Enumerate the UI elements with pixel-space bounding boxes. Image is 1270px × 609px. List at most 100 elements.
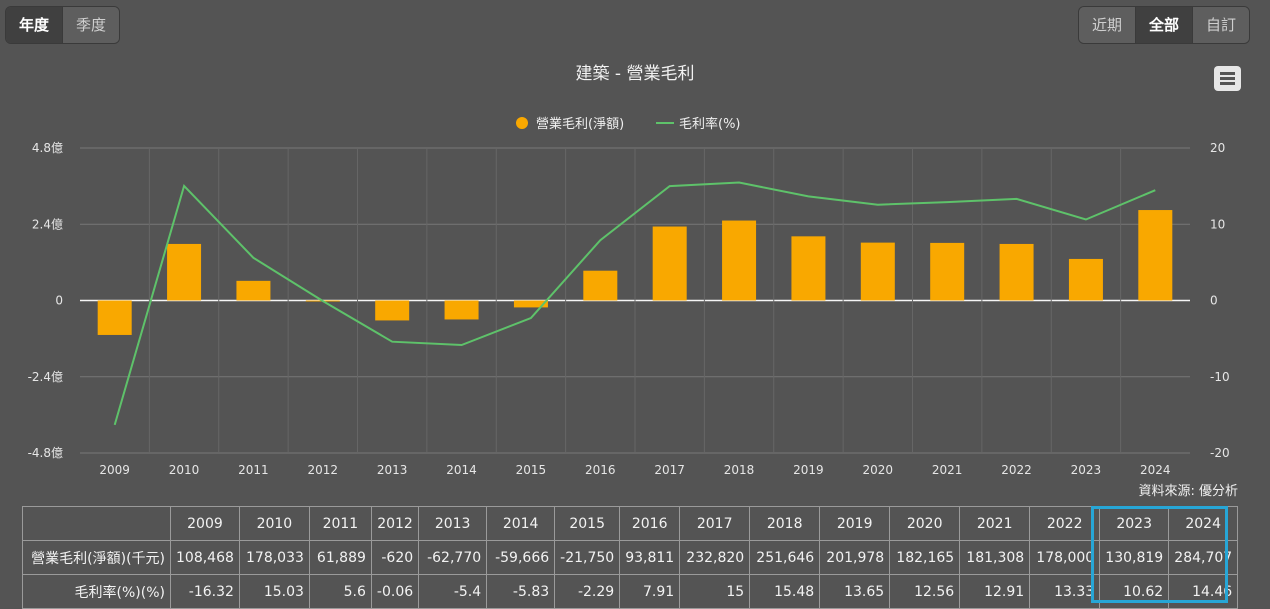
- table-header-cell: 2020: [889, 506, 961, 541]
- table-cell: 12.56: [889, 574, 961, 609]
- table-cell: 182,165: [889, 540, 961, 575]
- bar-2010: [167, 243, 202, 301]
- bar-2016: [583, 270, 618, 301]
- table-cell: 15.03: [238, 574, 310, 609]
- table-cell: 201,978: [819, 540, 891, 575]
- x-tick-label: 2013: [377, 463, 408, 477]
- table-row-label: 營業毛利(淨額)(千元): [22, 540, 171, 575]
- table-cell: 5.6: [308, 574, 372, 609]
- y-right-tick-label: 0: [1210, 294, 1218, 308]
- table-cell: -5.4: [418, 574, 488, 609]
- table-header-cell: 2022: [1029, 506, 1101, 541]
- table-cell: 178,000: [1029, 540, 1101, 575]
- x-tick-label: 2020: [863, 463, 894, 477]
- bar-2020: [860, 242, 895, 301]
- legend-label-line: 毛利率(%): [679, 116, 741, 132]
- table-header-cell: 2012: [370, 506, 420, 541]
- table-header-cell: 2013: [418, 506, 488, 541]
- table-row: 毛利率(%)(%) -16.32 15.03 5.6 -0.06 -5.4 -5.83 -2.…: [22, 574, 1239, 609]
- table-row: 營業毛利(淨額)(千元) 108,468 178,033 61,889 -620 -62,…: [22, 540, 1239, 575]
- tab-recent[interactable]: 近期: [1078, 7, 1136, 43]
- table-cell: 284,707: [1168, 540, 1239, 575]
- tab-quarterly[interactable]: 季度: [63, 7, 120, 43]
- x-tick-label: 2011: [238, 463, 269, 477]
- table-header-cell: 2019: [819, 506, 891, 541]
- bar-2021: [930, 242, 965, 301]
- table-cell: 108,468: [170, 540, 240, 575]
- table-header-cell: 2015: [554, 506, 621, 541]
- table-cell: 232,820: [679, 540, 751, 575]
- x-tick-label: 2019: [793, 463, 824, 477]
- tab-custom[interactable]: 自訂: [1192, 7, 1249, 43]
- table-header-cell: 2011: [308, 506, 372, 541]
- y-left-tick-label: 0: [55, 294, 63, 308]
- bar-2015: [513, 300, 548, 308]
- x-tick-label: 2010: [169, 463, 200, 477]
- bar-2013: [375, 300, 410, 321]
- x-tick-label: 2022: [1001, 463, 1032, 477]
- bar-2011: [236, 280, 271, 301]
- legend-label-bar: 營業毛利(淨額): [536, 116, 624, 132]
- table-cell: -620: [370, 540, 420, 575]
- bar-2018: [722, 220, 757, 301]
- table-cell: 10.62: [1099, 574, 1170, 609]
- table-cell: 251,646: [749, 540, 821, 575]
- legend-marker-bar: [516, 117, 528, 129]
- x-tick-label: 2021: [932, 463, 963, 477]
- x-tick-label: 2024: [1140, 463, 1171, 477]
- table-cell: 7.91: [619, 574, 681, 609]
- bar-2014: [444, 300, 479, 320]
- table-cell: 14.46: [1168, 574, 1239, 609]
- table-header-cell: 2016: [619, 506, 681, 541]
- table-cell: 13.65: [819, 574, 891, 609]
- table-cell: -62,770: [418, 540, 488, 575]
- range-toggle: 近期 全部 自訂: [1077, 6, 1250, 44]
- x-tick-label: 2017: [654, 463, 685, 477]
- table-cell: 178,033: [238, 540, 310, 575]
- table-cell: 61,889: [308, 540, 372, 575]
- table-cell: 130,819: [1099, 540, 1170, 575]
- table-cell: -5.83: [486, 574, 556, 609]
- bar-2009: [97, 300, 132, 335]
- table-cell: -16.32: [170, 574, 240, 609]
- x-tick-label: 2023: [1071, 463, 1102, 477]
- x-tick-label: 2018: [724, 463, 755, 477]
- bar-2024: [1138, 210, 1173, 301]
- y-right-tick-label: -20: [1210, 446, 1230, 460]
- period-toggle: 年度 季度: [5, 6, 121, 44]
- table-header-cell: 2024: [1168, 506, 1239, 541]
- tab-all[interactable]: 全部: [1135, 7, 1193, 43]
- table-cell: 13.33: [1029, 574, 1101, 609]
- table-cell: 181,308: [959, 540, 1031, 575]
- table-header-row: 2009 2010 2011 2012 2013 2014 2015 2016 2017 2018…: [22, 506, 1239, 541]
- table-cell: 12.91: [959, 574, 1031, 609]
- bar-2022: [999, 243, 1034, 301]
- table-cell: -2.29: [554, 574, 621, 609]
- hamburger-menu-icon[interactable]: [1214, 66, 1241, 91]
- table-cell: -0.06: [370, 574, 420, 609]
- table-cell: 15.48: [749, 574, 821, 609]
- y-right-tick-label: 10: [1210, 217, 1225, 231]
- bar-2019: [791, 236, 826, 301]
- bar-2017: [652, 226, 687, 301]
- table-header-cell: 2010: [238, 506, 310, 541]
- x-tick-label: 2012: [308, 463, 339, 477]
- table-header-cell: 2017: [679, 506, 751, 541]
- x-tick-label: 2016: [585, 463, 616, 477]
- x-tick-label: 2014: [446, 463, 477, 477]
- table-cell: 15: [679, 574, 751, 609]
- tab-annual[interactable]: 年度: [6, 7, 64, 43]
- table-header-cell: 2009: [170, 506, 240, 541]
- y-left-tick-label: 4.8億: [32, 141, 63, 155]
- table-cell: 93,811: [619, 540, 681, 575]
- table-header-cell: 2021: [959, 506, 1031, 541]
- x-tick-label: 2015: [516, 463, 547, 477]
- data-source: 資料來源: 優分析: [1138, 484, 1238, 499]
- bar-2023: [1068, 258, 1103, 301]
- table-header-cell: 2014: [486, 506, 556, 541]
- table-cell: -59,666: [486, 540, 556, 575]
- table-row-label: 毛利率(%)(%): [22, 574, 171, 609]
- data-table: 2009 2010 2011 2012 2013 2014 2015 2016 2017 2018…: [22, 506, 1239, 609]
- table-cell: -21,750: [554, 540, 621, 575]
